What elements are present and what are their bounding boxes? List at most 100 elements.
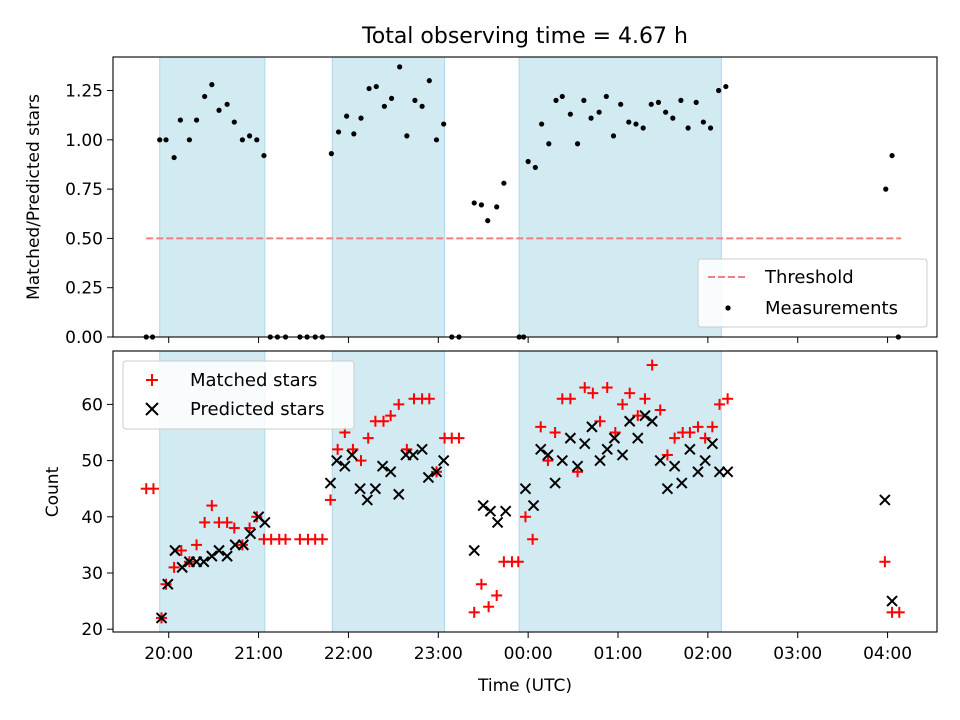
y-tick-label: 60 [81, 395, 103, 415]
measurement-point [433, 137, 440, 143]
x-axis-label: Time (UTC) [477, 676, 572, 696]
matched-point [332, 443, 344, 455]
predicted-point [354, 482, 366, 495]
measurement-point [581, 97, 587, 103]
predicted-point [721, 466, 734, 478]
measurement-point [618, 101, 624, 107]
predicted-point [684, 443, 696, 456]
matched-point [468, 606, 480, 618]
measurement-point [707, 125, 714, 131]
top-bands [159, 56, 722, 338]
measurement-point [546, 141, 552, 147]
predicted-point [259, 516, 271, 529]
matched-point [160, 578, 172, 590]
predicted-point [244, 527, 257, 540]
matched-point [199, 516, 211, 528]
measurement-point [186, 137, 192, 143]
y-tick-label: 50 [81, 452, 103, 472]
measurement-point [209, 82, 215, 88]
measurement-point [177, 117, 183, 123]
top-axes-frame [112, 56, 938, 338]
measurement-point [216, 107, 222, 113]
measurement-point [655, 99, 662, 105]
bottom-axes-frame [112, 350, 938, 633]
matched-point [699, 432, 711, 444]
predicted-points [155, 409, 898, 624]
measurement-point [716, 87, 722, 94]
matched-point [423, 393, 435, 405]
predicted-point [477, 499, 489, 512]
predicted-point [229, 539, 241, 551]
measurement-point [603, 93, 609, 100]
bottom-y-ticks: 20 30 40 50 60 [81, 395, 113, 640]
measurement-point [596, 109, 602, 115]
top-panel: 0.00 0.25 0.50 0.75 1.00 1.25 Matched/Predict… [24, 56, 938, 348]
y-tick-label: 0.75 [65, 180, 103, 200]
predicted-point [361, 494, 374, 506]
predicted-point [162, 578, 174, 590]
measurement-point [163, 137, 169, 143]
top-y-ticks: 0.00 0.25 0.50 0.75 1.00 1.25 [65, 82, 113, 348]
predicted-point [535, 443, 547, 456]
measurement-point [381, 103, 387, 109]
matched-point [684, 426, 696, 438]
predicted-point [206, 550, 218, 562]
matched-point [168, 561, 180, 573]
matched-point [601, 382, 613, 394]
measurement-point [633, 121, 639, 127]
predicted-point [346, 449, 358, 461]
y-tick-label: 40 [81, 508, 103, 528]
predicted-point [608, 432, 621, 444]
matched-point [147, 483, 159, 495]
predicted-point [393, 488, 405, 501]
measurement-point [889, 152, 895, 159]
observing-band [331, 56, 446, 338]
predicted-point [601, 443, 613, 456]
predicted-point [468, 544, 480, 557]
matched-point [549, 426, 561, 438]
matched-point [661, 449, 673, 461]
matched-point [564, 393, 576, 405]
bottom-x-ticks: 20:00 21:00 22:00 23:00 00:00 01:00 02:00 03:00… [144, 632, 912, 664]
matched-point [483, 601, 495, 613]
predicted-point [324, 477, 337, 489]
matched-point [316, 533, 328, 545]
observing-band [518, 350, 722, 633]
matched-point [251, 511, 263, 523]
matched-point [587, 387, 599, 399]
measurement-point [373, 83, 379, 90]
legend-predicted-swatch [145, 402, 159, 416]
predicted-point [886, 595, 898, 607]
measurement-point [648, 101, 654, 107]
matched-point [646, 359, 658, 371]
matched-point [324, 494, 336, 506]
matched-point [175, 545, 187, 557]
matched-point [616, 398, 628, 410]
measurement-point [494, 204, 500, 210]
predicted-point [692, 466, 704, 478]
predicted-point [586, 421, 598, 433]
matched-point [893, 606, 905, 618]
matched-point [542, 455, 554, 467]
predicted-point [176, 561, 188, 574]
predicted-point [416, 443, 428, 456]
matched-point [594, 415, 606, 427]
y-tick-label: 1.25 [65, 82, 103, 102]
measurement-point [663, 109, 669, 115]
predicted-point [376, 460, 389, 472]
predicted-point [430, 466, 443, 478]
legend-measurements-label: Measurements [765, 298, 898, 319]
measurement-point [224, 101, 230, 107]
matched-point [453, 432, 465, 444]
measurement-point [419, 103, 425, 109]
legend-matched-swatch [146, 374, 158, 386]
predicted-point [484, 505, 497, 517]
predicted-point [213, 544, 225, 557]
measurement-point [485, 218, 491, 224]
measurement-point [685, 125, 691, 131]
predicted-point [879, 494, 891, 506]
predicted-point [491, 516, 504, 529]
matched-point [377, 415, 389, 427]
matched-point [519, 511, 531, 523]
